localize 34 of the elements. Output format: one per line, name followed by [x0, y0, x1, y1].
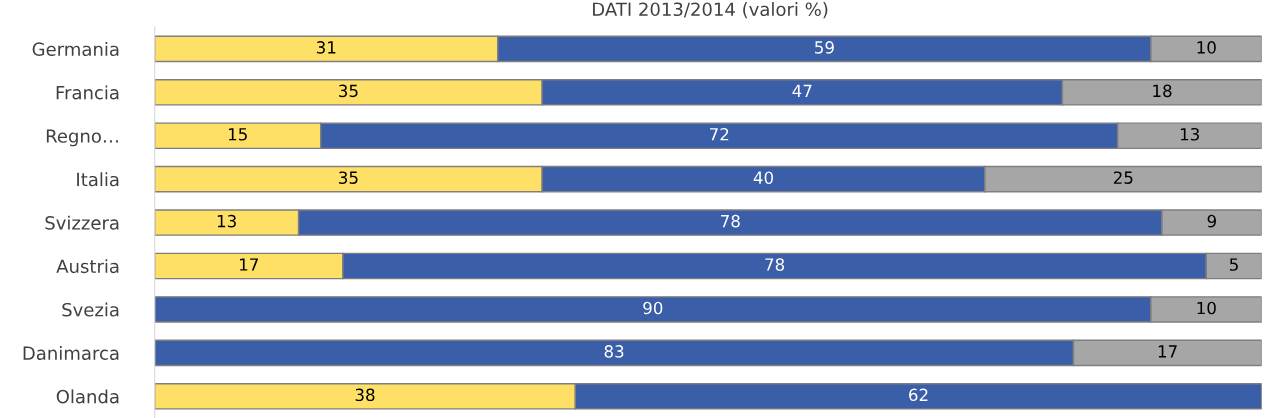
- data-label: 47: [792, 84, 812, 97]
- y-tick-label: Olanda: [56, 389, 119, 404]
- data-label: 35: [339, 84, 358, 98]
- data-label: 13: [1180, 127, 1199, 141]
- data-label: 17: [1158, 345, 1177, 358]
- data-label: 25: [1113, 171, 1133, 184]
- chart-title: DATI 2013/2014 (valori %): [593, 2, 828, 19]
- data-label: 35: [339, 171, 358, 184]
- y-tick-label: Germania: [32, 42, 119, 56]
- y-tick-label: Danimarca: [23, 346, 119, 360]
- data-label: 83: [604, 345, 624, 358]
- data-label: 13: [217, 214, 236, 228]
- y-tick-label: Svizzera: [45, 215, 119, 230]
- data-label: 18: [1153, 84, 1172, 98]
- data-label: 10: [1197, 41, 1216, 54]
- data-label: 40: [753, 171, 774, 184]
- data-label: 62: [909, 388, 928, 402]
- data-label: 10: [1197, 301, 1216, 315]
- data-label: 72: [710, 127, 729, 141]
- data-label: 78: [765, 258, 785, 271]
- data-label: 31: [316, 41, 336, 54]
- data-label: 5: [1229, 258, 1238, 271]
- y-tick-label: Regno…: [46, 129, 118, 147]
- data-label: 90: [643, 301, 663, 315]
- y-tick-label: Italia: [77, 172, 119, 187]
- data-label: 59: [815, 41, 834, 54]
- data-label: 15: [228, 128, 247, 141]
- data-label: 17: [240, 258, 258, 271]
- y-tick-label: Francia: [56, 85, 119, 100]
- y-tick-label: Austria: [56, 259, 119, 274]
- data-label: 9: [1207, 214, 1216, 228]
- data-label: 38: [355, 388, 375, 402]
- data-label: 78: [721, 214, 740, 228]
- y-tick-label: Svezia: [62, 302, 119, 317]
